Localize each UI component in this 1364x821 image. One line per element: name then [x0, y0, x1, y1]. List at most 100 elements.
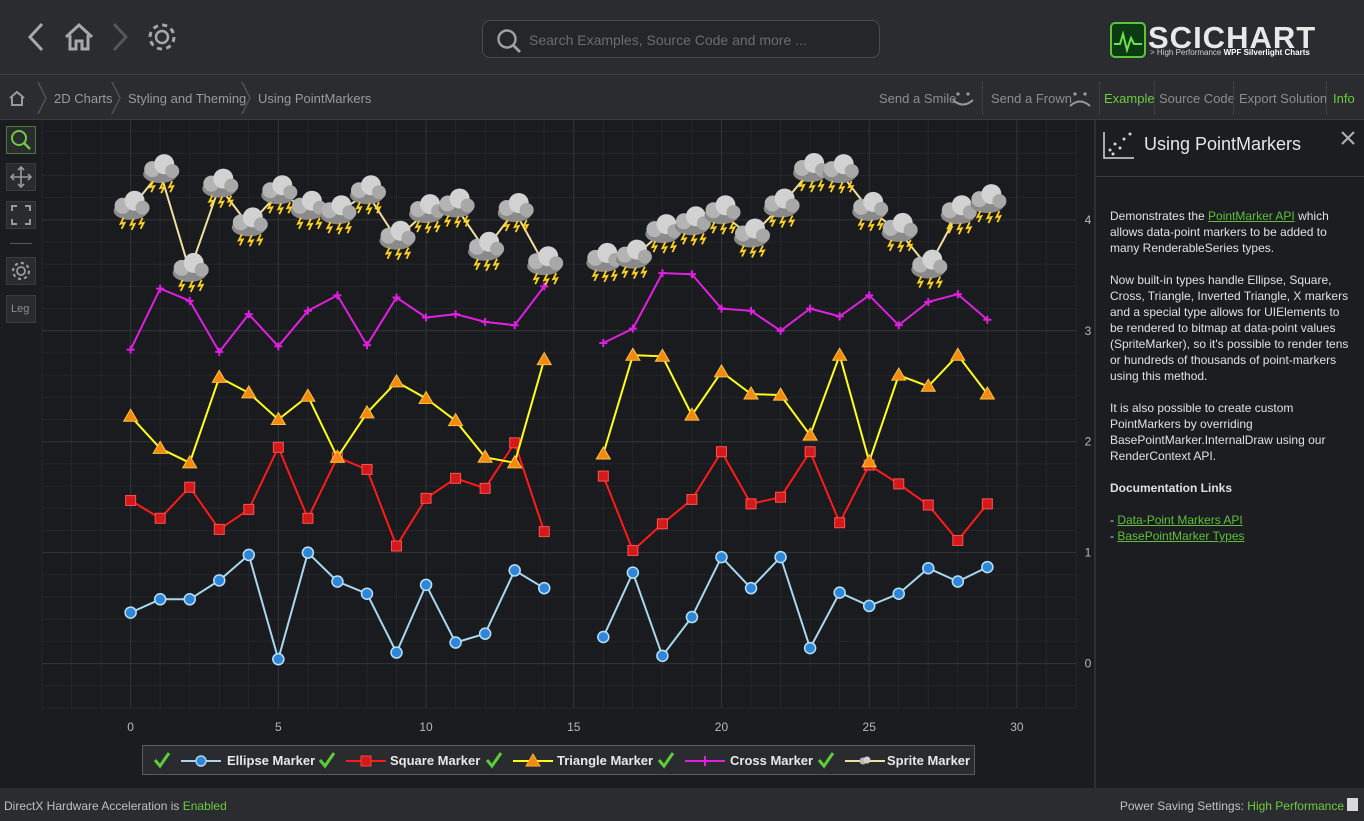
- legend-label: Sprite Marker: [887, 753, 971, 768]
- breadcrumb-bar: 2D Charts Styling and Theming Using Poin…: [0, 74, 1364, 120]
- ellipse-marker: [508, 564, 521, 577]
- storm-cloud-sprite-marker: [497, 193, 534, 233]
- export-solution-button[interactable]: Export Solution: [1239, 91, 1328, 106]
- square-marker: [125, 495, 137, 507]
- y-tick-label: 1: [1085, 546, 1092, 560]
- zoom-tool-button[interactable]: [6, 126, 36, 154]
- checkbox-check-icon[interactable]: [316, 750, 338, 770]
- frown-icon[interactable]: [1067, 87, 1093, 109]
- smile-icon[interactable]: [950, 87, 976, 109]
- pan-tool-button[interactable]: [6, 163, 36, 191]
- ellipse-marker: [449, 636, 462, 649]
- search-input[interactable]: Search Examples, Source Code and more ..…: [529, 32, 807, 48]
- toolbar-divider: [10, 243, 32, 244]
- checkbox-check-icon[interactable]: [483, 750, 505, 770]
- triangle-marker: [890, 367, 907, 381]
- zoom-extents-button[interactable]: [6, 201, 36, 229]
- send-smile-button[interactable]: Send a Smile: [879, 91, 957, 106]
- square-marker: [420, 492, 432, 504]
- series-line: [602, 272, 989, 344]
- triangle-marker: [388, 373, 405, 388]
- checkbox-check-icon[interactable]: [151, 750, 173, 770]
- legend-toggle-label: Leg: [11, 303, 30, 315]
- checkbox-check-icon[interactable]: [815, 750, 837, 770]
- checkbox-check-icon[interactable]: [655, 750, 677, 770]
- square-marker: [834, 517, 846, 529]
- triangle-marker: [536, 351, 553, 366]
- chart-settings-button[interactable]: [6, 257, 36, 285]
- storm-cloud-sprite-marker: [704, 195, 741, 235]
- square-marker: [272, 441, 284, 453]
- close-icon[interactable]: [1340, 130, 1356, 146]
- basepointmarker-types-link[interactable]: BasePointMarker Types: [1117, 529, 1245, 543]
- example-tab[interactable]: Example: [1104, 91, 1155, 106]
- ellipse-marker: [774, 550, 787, 564]
- storm-cloud-sprite-marker: [468, 231, 505, 272]
- storm-cloud-sprite-marker: [940, 195, 977, 235]
- power-settings-toggle[interactable]: [1347, 798, 1358, 811]
- square-marker: [627, 544, 639, 556]
- ellipse-marker: [242, 548, 256, 562]
- triangle-marker: [240, 384, 257, 399]
- chart-surface[interactable]: 0 5 10 15 20 25 30 0 1 2 3 4: [0, 120, 1094, 788]
- chart-series: [113, 153, 1007, 666]
- ellipse-marker: [862, 599, 876, 613]
- chart-area[interactable]: 0 5 10 15 20 25 30 0 1 2 3 4: [0, 120, 1094, 788]
- square-marker: [656, 518, 668, 530]
- x-tick-label: 5: [275, 720, 282, 734]
- triangle-marker: [743, 386, 759, 400]
- ellipse-marker: [597, 630, 610, 644]
- storm-cloud-sprite-marker: [438, 188, 475, 228]
- legend-toggle-button[interactable]: Leg: [6, 295, 36, 323]
- triangle-marker: [624, 347, 641, 361]
- breadcrumb-item[interactable]: 2D Charts: [54, 91, 113, 106]
- square-marker: [922, 499, 934, 511]
- square-marker: [893, 478, 905, 490]
- square-marker: [361, 463, 373, 475]
- storm-cloud-sprite-marker: [881, 212, 918, 253]
- legend-label: Ellipse Marker: [227, 753, 316, 768]
- legend-label: Triangle Marker: [557, 753, 654, 768]
- action-separator: [1154, 81, 1155, 115]
- gear-icon[interactable]: [143, 18, 181, 56]
- square-marker-icon: [346, 755, 386, 767]
- square-marker: [775, 491, 787, 503]
- action-separator: [982, 81, 983, 115]
- chevron-left-icon[interactable]: [18, 18, 56, 56]
- pointmarker-api-link[interactable]: PointMarker API: [1208, 209, 1295, 223]
- info-tab[interactable]: Info: [1333, 91, 1355, 106]
- settings-icon: [11, 261, 31, 281]
- logo-tagline: > High Performance WPF Silverlight Chart…: [1150, 48, 1310, 57]
- hardware-acceleration-status: DirectX Hardware Acceleration is Enabled: [4, 799, 227, 813]
- square-marker: [213, 523, 225, 535]
- breadcrumb-home-icon[interactable]: [8, 89, 26, 107]
- ellipse-marker: [213, 574, 226, 587]
- series-square: [125, 437, 993, 556]
- storm-cloud-sprite-marker: [615, 239, 652, 280]
- triangle-marker: [506, 454, 523, 469]
- ellipse-marker: [331, 575, 344, 588]
- search-box[interactable]: Search Examples, Source Code and more ..…: [482, 20, 880, 58]
- logo-wordmark: SCICHART: [1148, 20, 1317, 55]
- ellipse-marker: [803, 641, 817, 655]
- action-separator: [1099, 81, 1100, 115]
- storm-cloud-sprite-marker: [290, 190, 327, 231]
- triangle-marker: [861, 453, 878, 468]
- breadcrumb-item[interactable]: Styling and Theming: [128, 91, 247, 106]
- series-line: [602, 555, 988, 658]
- chevron-right-icon[interactable]: [102, 18, 140, 56]
- square-marker: [538, 526, 550, 538]
- home-icon[interactable]: [60, 18, 98, 56]
- ellipse-marker: [360, 587, 374, 600]
- action-separator: [1326, 81, 1327, 115]
- ellipse-marker: [301, 546, 315, 559]
- documentation-heading: Documentation Links: [1110, 481, 1233, 495]
- storm-cloud-sprite-marker: [852, 191, 889, 232]
- storm-cloud-sprite-marker: [113, 190, 150, 231]
- data-point-markers-api-link[interactable]: Data-Point Markers API: [1117, 513, 1243, 527]
- send-frown-button[interactable]: Send a Frown: [991, 91, 1072, 106]
- power-saving-status[interactable]: Power Saving Settings: High Performance: [1119, 799, 1344, 813]
- source-code-tab[interactable]: Source Code: [1159, 91, 1235, 106]
- breadcrumb-item[interactable]: Using PointMarkers: [258, 91, 372, 106]
- triangle-marker: [684, 407, 700, 421]
